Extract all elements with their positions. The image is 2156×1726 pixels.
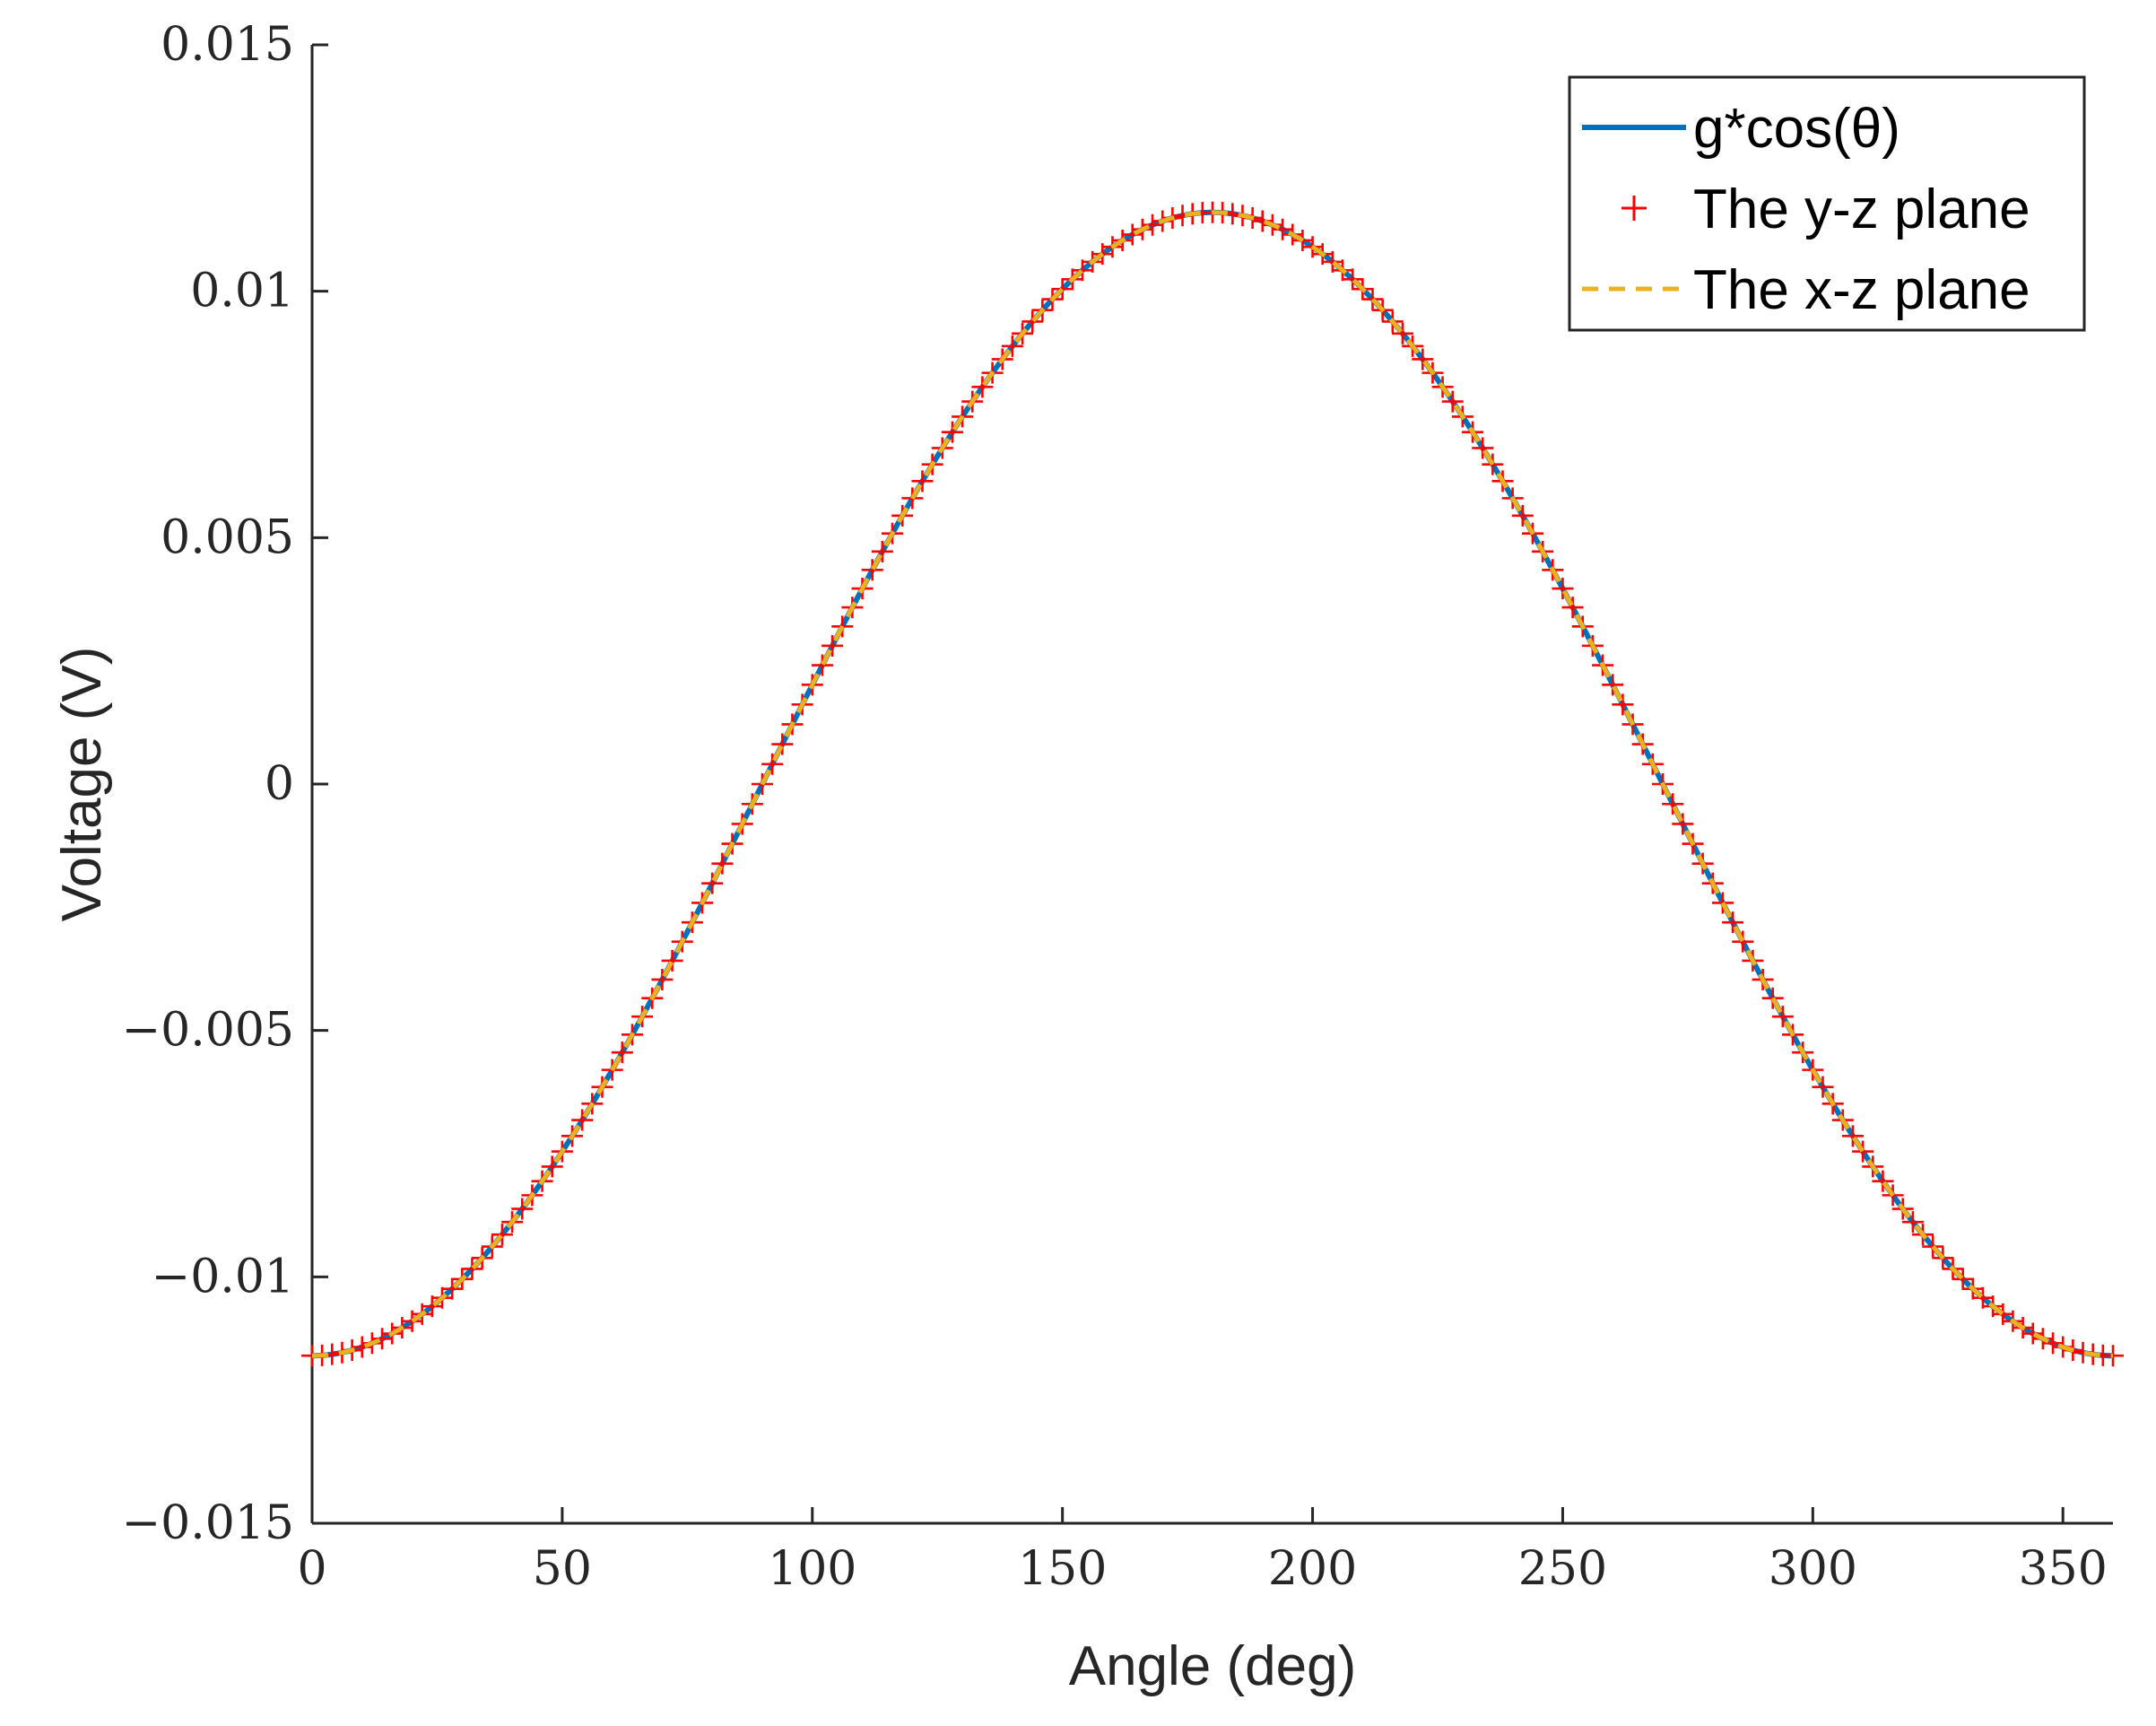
yz-plane-marker [711, 852, 734, 875]
yz-plane-marker [461, 1258, 483, 1280]
y-tick-label: 0.01 [190, 265, 294, 318]
legend-label-xz-plane: The x-z plane [1693, 259, 2030, 321]
legend-label-yz-plane: The y-z plane [1693, 179, 2030, 240]
series-xz-plane-line [311, 210, 2114, 1358]
x-tick-label: 350 [2019, 1542, 2108, 1596]
x-axis-ticks: 0 50 100 150 200 250 300 350 [297, 1507, 2108, 1596]
yz-plane-marker [1722, 911, 1744, 934]
x-axis-title: Angle (deg) [1069, 1635, 1357, 1697]
series-yz-plane-markers [301, 201, 2124, 1367]
yz-plane-marker [1071, 259, 1093, 282]
yz-plane-marker [511, 1198, 534, 1220]
yz-plane-marker [1441, 390, 1464, 413]
x-tick-label: 100 [768, 1542, 856, 1596]
yz-plane-marker [941, 421, 963, 443]
yz-plane-marker [1561, 597, 1584, 619]
yz-plane-marker [1872, 1170, 1894, 1192]
yz-plane-marker [1602, 674, 1624, 696]
yz-plane-marker [861, 559, 883, 581]
yz-plane-marker [1121, 223, 1143, 246]
yz-plane-marker [611, 1042, 633, 1064]
yz-plane-marker [421, 1295, 443, 1318]
yz-plane-marker [1342, 268, 1364, 291]
x-tick-label: 150 [1018, 1542, 1107, 1596]
yz-plane-marker [1812, 1076, 1834, 1098]
yz-plane-marker [441, 1277, 464, 1300]
y-tick-label: −0.005 [122, 1004, 294, 1058]
yz-plane-marker [1272, 218, 1294, 240]
yz-plane-marker [1391, 322, 1413, 344]
x-tick-label: 0 [297, 1542, 326, 1596]
yz-plane-marker [661, 949, 683, 972]
yz-plane-marker [1672, 813, 1694, 835]
yz-plane-marker [811, 654, 833, 676]
yz-plane-marker [1732, 930, 1754, 953]
x-tick-label: 200 [1268, 1542, 1357, 1596]
yz-plane-marker [771, 733, 794, 755]
yz-plane-marker [911, 470, 934, 493]
y-axis-ticks: 0.015 0.01 0.005 0 −0.005 −0.01 −0.015 [122, 18, 328, 1550]
yz-plane-marker [871, 540, 893, 562]
yz-plane-marker [701, 872, 724, 894]
yz-plane-marker [822, 634, 844, 657]
yz-plane-marker [1142, 214, 1164, 236]
yz-plane-marker [1251, 210, 1274, 232]
series-layer [301, 201, 2124, 1367]
x-tick-label: 250 [1518, 1542, 1607, 1596]
yz-plane-marker [1321, 250, 1343, 273]
yz-plane-marker [1612, 693, 1634, 716]
yz-plane-marker [1952, 1268, 1974, 1290]
y-tick-label: −0.015 [122, 1496, 294, 1550]
y-tick-label: 0.005 [161, 510, 294, 564]
yz-plane-marker [1412, 348, 1434, 370]
series-g-cos-line [311, 209, 2114, 1359]
yz-plane-marker [1001, 335, 1023, 357]
y-tick-label: 0.015 [161, 18, 294, 72]
yz-plane-marker [1852, 1140, 1874, 1163]
yz-plane-marker [1901, 1211, 1924, 1233]
y-tick-label: −0.01 [152, 1250, 294, 1303]
legend-swatch-plus-marker [1621, 196, 1647, 221]
yz-plane-marker [1361, 288, 1384, 310]
yz-plane-marker [1021, 310, 1044, 333]
legend-label-g-cos: g*cos(θ) [1693, 98, 1900, 160]
legend: g*cos(θ) The y-z plane The x-z plane [1568, 75, 2086, 332]
yz-plane-marker [2042, 1332, 2065, 1355]
yz-plane-marker [1841, 1125, 1864, 1147]
yz-plane-marker [571, 1109, 594, 1131]
yz-plane-marker [971, 376, 994, 398]
yz-plane-marker [1511, 504, 1534, 527]
x-tick-label: 50 [533, 1542, 592, 1596]
yz-plane-marker [371, 1328, 394, 1350]
yz-plane-marker [761, 753, 784, 775]
yz-plane-marker [1472, 437, 1494, 459]
yz-plane-marker [1051, 278, 1074, 301]
yz-plane-marker [1971, 1286, 1994, 1309]
yz-plane-marker [1552, 578, 1574, 600]
legend-box [1568, 75, 2086, 332]
y-tick-label: 0 [265, 757, 294, 811]
y-axis-title: Voltage (V) [51, 647, 113, 922]
yz-plane-marker [1662, 793, 1684, 815]
yz-plane-marker [1771, 1006, 1794, 1028]
yz-plane-marker [351, 1336, 373, 1358]
yz-plane-marker [541, 1155, 563, 1178]
yz-plane-marker [651, 968, 674, 990]
yz-plane-marker [491, 1224, 513, 1246]
x-tick-label: 300 [1769, 1542, 1857, 1596]
yz-plane-marker [2021, 1322, 2044, 1345]
